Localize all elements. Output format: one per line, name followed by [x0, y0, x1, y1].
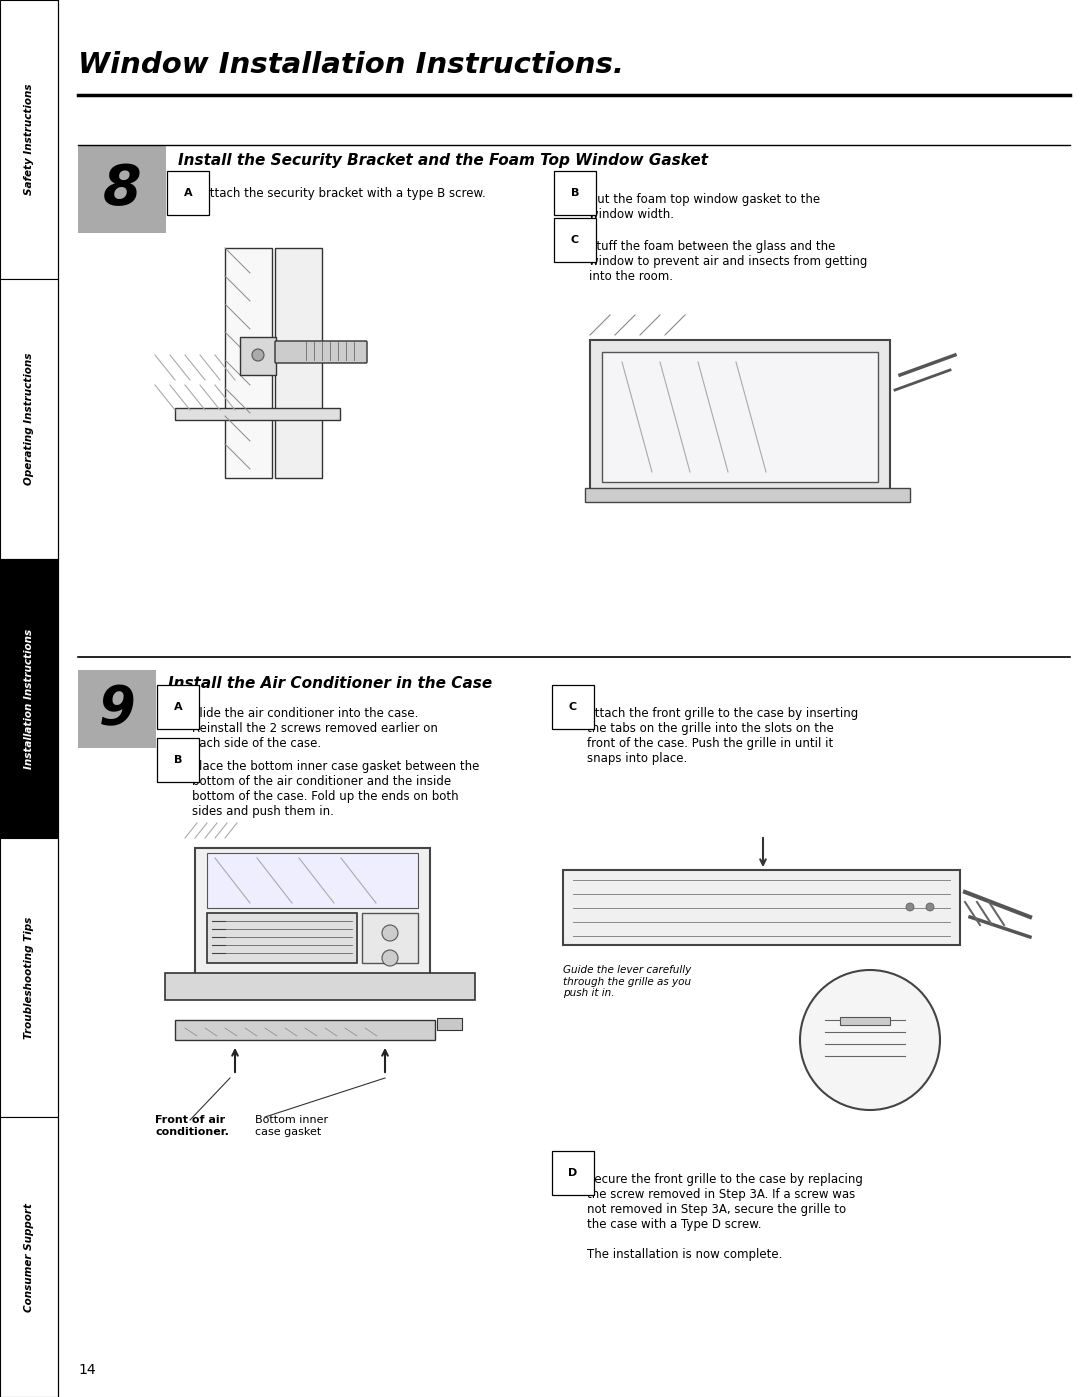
Bar	[78, 671, 156, 747]
Text: 8: 8	[103, 162, 141, 217]
Text: Operating Instructions: Operating Instructions	[24, 353, 33, 485]
Circle shape	[800, 970, 940, 1111]
Bar	[225, 249, 272, 478]
Circle shape	[926, 902, 934, 911]
Text: Install the Air Conditioner in the Case: Install the Air Conditioner in the Case	[168, 676, 492, 690]
Bar	[0, 1118, 58, 1397]
Text: A: A	[174, 703, 183, 712]
Text: C: C	[571, 235, 579, 244]
Text: Slide the air conditioner into the case.
Reinstall the 2 screws removed earlier : Slide the air conditioner into the case.…	[192, 707, 437, 750]
Bar	[585, 488, 910, 502]
Bar	[602, 352, 878, 482]
Bar	[0, 279, 58, 559]
Text: C: C	[569, 703, 577, 712]
Bar	[437, 1018, 462, 1030]
Circle shape	[252, 349, 264, 360]
Bar	[563, 870, 960, 944]
Bar	[0, 559, 58, 838]
Text: Attach the front grille to the case by inserting
the tabs on the grille into the: Attach the front grille to the case by i…	[588, 707, 859, 766]
Text: Secure the front grille to the case by replacing
the screw removed in Step 3A. I: Secure the front grille to the case by r…	[588, 1173, 863, 1261]
Text: Front of air
conditioner.: Front of air conditioner.	[156, 1115, 229, 1137]
Bar	[175, 408, 340, 420]
Bar	[0, 838, 58, 1118]
Bar	[0, 0, 58, 279]
Text: B: B	[571, 189, 579, 198]
Circle shape	[382, 925, 399, 942]
Bar	[165, 972, 475, 1000]
Text: Guide the lever carefully
through the grille as you
push it in.: Guide the lever carefully through the gr…	[563, 965, 691, 999]
Bar	[840, 1017, 890, 1025]
Text: Stuff the foam between the glass and the
window to prevent air and insects from : Stuff the foam between the glass and the…	[589, 240, 867, 284]
Text: Attach the security bracket with a type B screw.: Attach the security bracket with a type …	[202, 187, 486, 200]
Text: A: A	[184, 189, 192, 198]
Bar	[362, 914, 418, 963]
Bar	[240, 337, 276, 374]
Bar	[207, 914, 357, 963]
Text: B: B	[174, 754, 183, 766]
Text: 9: 9	[98, 683, 135, 735]
Text: 14: 14	[78, 1363, 96, 1377]
Text: Consumer Support: Consumer Support	[24, 1203, 33, 1312]
Bar	[195, 848, 430, 978]
Text: Installation Instructions: Installation Instructions	[24, 629, 33, 768]
Text: D: D	[568, 1168, 578, 1178]
Text: Cut the foam top window gasket to the
window width.: Cut the foam top window gasket to the wi…	[589, 193, 820, 221]
Bar	[78, 145, 166, 233]
Bar	[275, 249, 322, 478]
Text: Place the bottom inner case gasket between the
bottom of the air conditioner and: Place the bottom inner case gasket betwe…	[192, 760, 480, 819]
Text: Safety Instructions: Safety Instructions	[24, 84, 33, 196]
Text: Bottom inner
case gasket: Bottom inner case gasket	[255, 1115, 328, 1137]
FancyBboxPatch shape	[275, 341, 367, 363]
Text: Window Installation Instructions.: Window Installation Instructions.	[78, 52, 624, 80]
Circle shape	[906, 902, 914, 911]
Bar	[207, 854, 418, 908]
Text: Troubleshooting Tips: Troubleshooting Tips	[24, 916, 33, 1038]
Bar	[590, 339, 890, 490]
Bar	[175, 1020, 435, 1039]
Text: Install the Security Bracket and the Foam Top Window Gasket: Install the Security Bracket and the Foa…	[178, 152, 708, 168]
Circle shape	[382, 950, 399, 965]
